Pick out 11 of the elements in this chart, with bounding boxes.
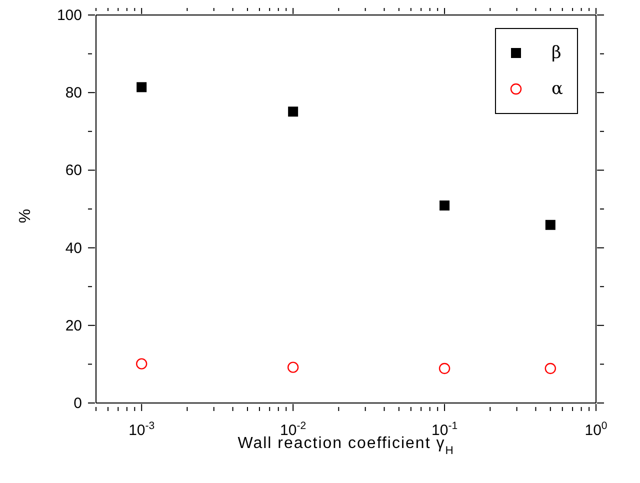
legend-label: β	[552, 43, 562, 63]
x-tick-label: 10$^{-3}$	[128, 420, 155, 439]
y-tick-label: 0	[74, 395, 82, 412]
x-tick-label: 10$^{0}$	[584, 420, 608, 439]
y-tick-label: 40	[65, 240, 82, 257]
legend-label: α	[552, 79, 563, 99]
y-axis-title: %	[17, 208, 34, 224]
y-tick-label: 100	[56, 7, 82, 24]
y-tick-label: 60	[65, 162, 82, 180]
y-tick-label: 80	[65, 84, 82, 102]
y-tick-label: 20	[65, 317, 82, 334]
